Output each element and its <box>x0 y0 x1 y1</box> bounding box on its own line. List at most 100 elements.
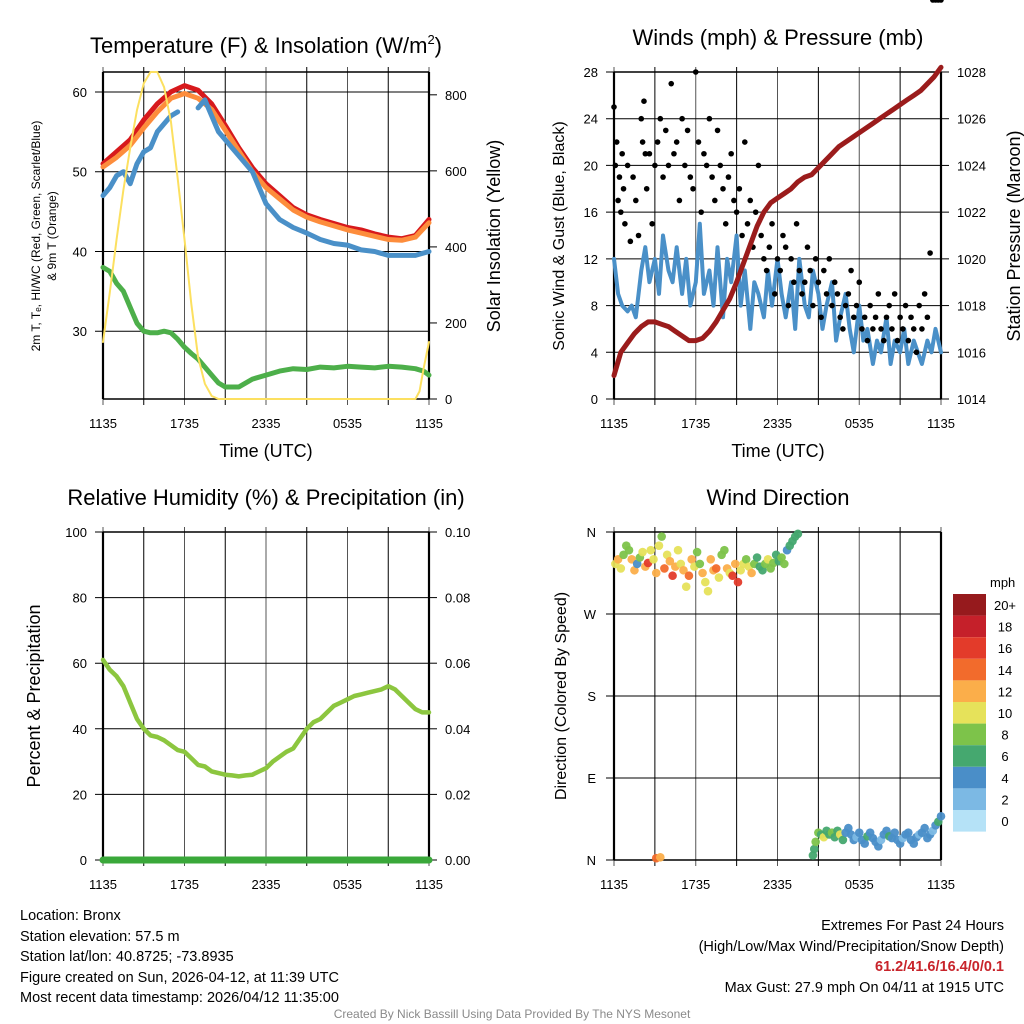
direction-point <box>711 564 721 573</box>
direction-point <box>780 559 789 569</box>
gust-point <box>652 162 658 169</box>
direction-point <box>656 852 665 862</box>
legend-label: 8 <box>1001 728 1008 743</box>
gust-point <box>613 139 620 145</box>
series-line-td <box>100 264 432 390</box>
chart-title: Relative Humidity (%) & Precipitation (i… <box>67 485 464 510</box>
y2-tick-label: 1014 <box>957 392 986 407</box>
gust-point <box>780 232 786 239</box>
direction-point <box>747 568 756 578</box>
legend-label: 6 <box>1001 749 1008 764</box>
gust-point <box>643 185 650 192</box>
gust-point <box>620 185 627 192</box>
direction-point <box>809 844 819 854</box>
direction-point <box>651 568 661 578</box>
series-line-hi-wc <box>100 97 432 258</box>
chart-title: Temperature (F) & Insolation (W/m2) <box>90 32 442 58</box>
direction-point <box>649 555 658 564</box>
gust-point <box>791 279 797 286</box>
gust-point <box>622 221 628 227</box>
gust-point <box>818 314 824 321</box>
direction-point <box>703 586 713 596</box>
y2-tick-label: 1020 <box>957 252 986 267</box>
gust-point <box>687 174 694 180</box>
direction-point <box>616 564 626 573</box>
y-tick-label: 20 <box>73 787 87 802</box>
gust-point <box>807 267 813 274</box>
direction-point <box>728 571 737 581</box>
gust-point <box>891 291 898 297</box>
legend-label: 20+ <box>994 598 1016 613</box>
y-axis-label-line2: & 9m T (Orange) <box>45 191 59 281</box>
y2-tick-label: 1024 <box>957 158 986 173</box>
y2-tick-label: 600 <box>445 164 467 179</box>
extremes-subtitle: (High/Low/Max Wind/Precipitation/Snow De… <box>698 938 1004 955</box>
gust-point <box>635 232 642 239</box>
y-tick-label: 40 <box>73 244 87 259</box>
gust-point <box>627 238 634 245</box>
y-tick-label: N <box>587 525 596 540</box>
location-label: Location: Bronx <box>20 908 121 924</box>
y-axis-label: Direction (Colored By Speed) <box>553 592 570 800</box>
y-axis-label: 2m T, Tₑ, HI/WC (Red, Green, Scarlet/Blu… <box>29 121 43 352</box>
direction-point <box>811 837 820 847</box>
gust-point <box>612 162 619 169</box>
gust-point <box>673 139 680 145</box>
series-line-station-pressure <box>611 64 944 379</box>
gust-point <box>641 98 647 104</box>
direction-point <box>808 851 818 860</box>
gust-point <box>725 174 732 180</box>
gust-point <box>878 326 884 332</box>
y2-tick-label: 200 <box>445 316 467 331</box>
legend-label: 18 <box>998 620 1012 635</box>
y-tick-label: 80 <box>73 591 87 606</box>
y-tick-label: 16 <box>584 205 598 220</box>
gust-point <box>642 150 649 157</box>
gust-point <box>679 115 685 122</box>
gust-point <box>777 267 784 274</box>
legend-swatch <box>953 788 986 810</box>
gust-point <box>916 302 922 309</box>
y2-tick-label: 1022 <box>957 205 986 220</box>
gust-point <box>709 174 715 180</box>
y2-tick-label: 0.06 <box>445 656 470 671</box>
y2-tick-label: 1016 <box>957 345 986 360</box>
gust-point <box>810 302 816 309</box>
y2-tick-label: 0.08 <box>445 591 470 606</box>
gust-point <box>840 326 846 332</box>
gust-point <box>812 256 819 262</box>
gust-point <box>706 115 713 122</box>
gust-point <box>913 349 920 356</box>
gust-point <box>638 115 645 122</box>
y2-tick-label: 0.10 <box>445 525 470 540</box>
legend-swatch <box>953 702 986 724</box>
y-tick-label: 30 <box>73 324 87 339</box>
wind-chart: 1135 1735 2335 0535 113504812162024281014101… <box>551 0 1024 461</box>
gust-point <box>744 221 751 227</box>
legend-swatch <box>953 594 986 616</box>
gust-point <box>845 291 852 297</box>
gust-point <box>924 314 931 321</box>
direction-point <box>920 823 929 833</box>
direction-point <box>665 556 675 566</box>
gust-point <box>837 314 843 321</box>
x-tick-label: 1735 <box>170 877 199 892</box>
direction-point <box>890 828 899 837</box>
gust-point <box>796 267 803 274</box>
gust-point <box>761 256 767 262</box>
x-tick-label: 1135 <box>89 416 117 431</box>
direction-point <box>730 559 740 569</box>
x-tick-label: 2335 <box>763 877 792 892</box>
gust-point <box>690 185 696 192</box>
gust-point <box>668 80 675 87</box>
series-line-9m-t <box>100 91 432 243</box>
x-tick-label: 1135 <box>89 877 117 892</box>
direction-point <box>660 564 669 573</box>
gust-point <box>804 244 811 250</box>
direction-point <box>673 545 683 555</box>
timestamp-label: Most recent data timestamp: 2026/04/12 1… <box>20 990 339 1006</box>
y-tick-label: 20 <box>584 158 598 173</box>
station-info: Location: Bronx Station elevation: 57.5 … <box>20 906 339 1009</box>
